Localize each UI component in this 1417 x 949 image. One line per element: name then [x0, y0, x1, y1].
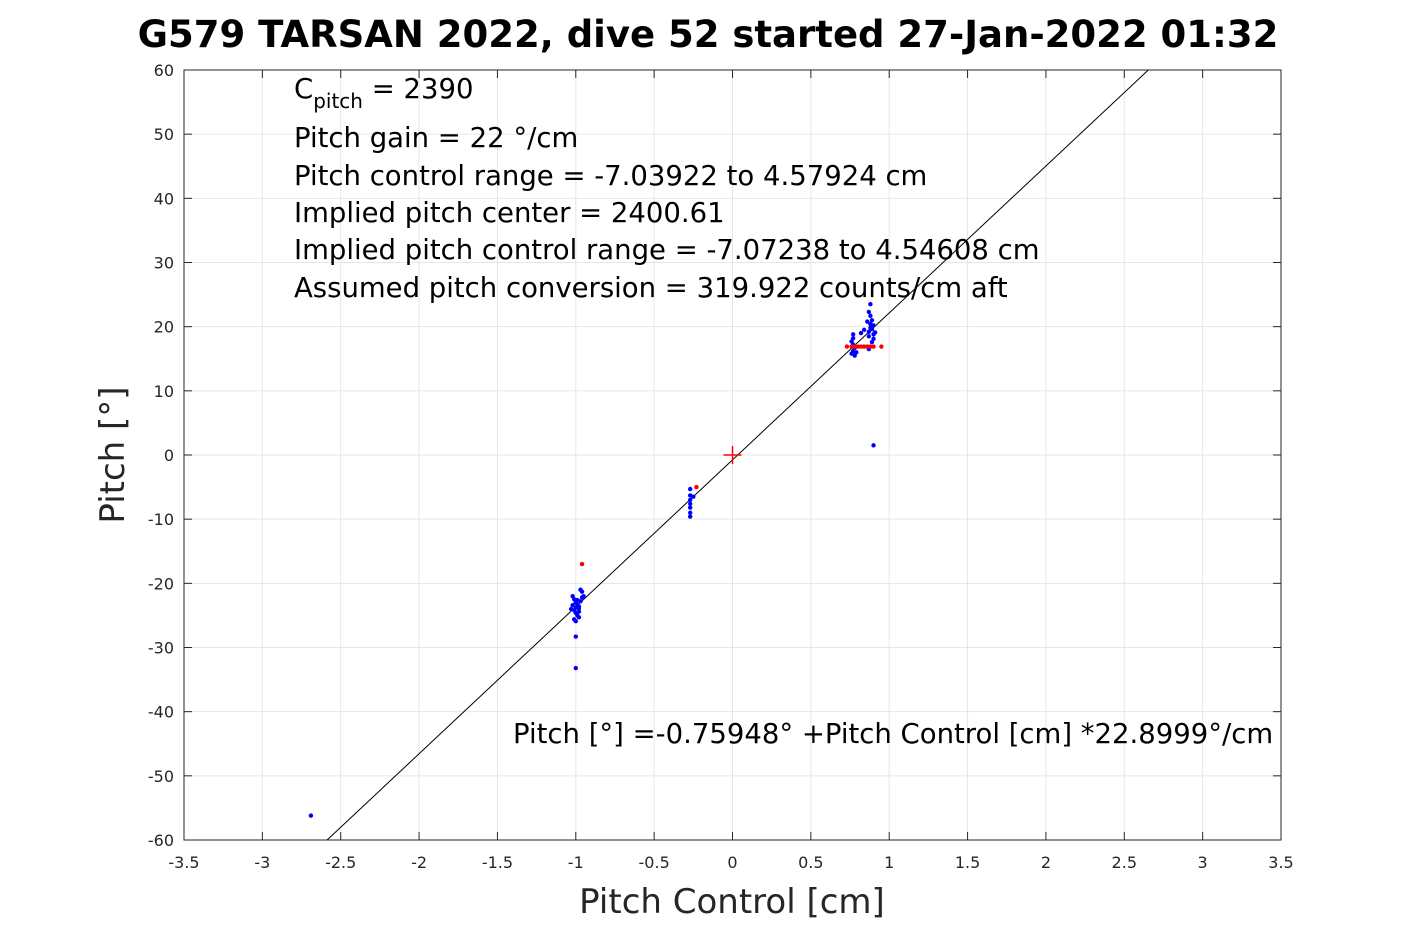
data-point [871, 323, 876, 328]
y-tick-label: 60 [154, 61, 174, 80]
x-tick-label: -1.5 [482, 853, 513, 872]
data-point [868, 313, 873, 318]
data-point [866, 309, 872, 315]
grid [183, 69, 1282, 841]
x-tick-label: 1.5 [955, 853, 980, 872]
data-point [581, 593, 586, 599]
x-axis-label: Pitch Control [cm] [579, 882, 885, 922]
x-tick-label: -1 [568, 853, 584, 872]
data-point [871, 443, 876, 448]
data-point [687, 514, 693, 519]
data-point [852, 344, 857, 349]
y-tick-label: -30 [148, 639, 174, 658]
data-point [866, 334, 872, 339]
data-point [854, 350, 859, 355]
y-tick-label: 50 [154, 125, 174, 144]
y-tick-label: -10 [148, 510, 174, 529]
chart-title: G579 TARSAN 2022, dive 52 started 27-Jan… [138, 13, 1279, 56]
data-point [849, 344, 854, 349]
y-tick-label: -50 [148, 767, 174, 786]
annotation-line: Implied pitch center = 2400.61 [294, 197, 725, 229]
data-point [879, 344, 884, 349]
data-point [576, 615, 582, 620]
data-point [858, 330, 864, 336]
data-point [872, 330, 878, 335]
x-tick-labels: -3.5 -3 -2.5 -2 -1.5 -1 -0.5 0 0.5 1 1.5 2 2.5 3 3.5 [168, 853, 1293, 872]
x-tick-label: 1 [884, 853, 894, 872]
x-tick-label: -0.5 [639, 853, 670, 872]
x-tick-label: -2.5 [325, 853, 356, 872]
fit-equation: Pitch [°] =-0.75948° +Pitch Control [cm]… [513, 718, 1273, 750]
annotation-block: Cpitch = 2390 Pitch gain = 22 °/cm Pitch… [294, 73, 1273, 750]
x-tick-label: 2 [1041, 853, 1051, 872]
y-tick-label: 40 [154, 189, 174, 208]
data-point [687, 505, 693, 510]
y-tick-labels: -60 -50 -40 -30 -20 -10 0 10 20 30 40 50 60 [148, 61, 174, 850]
data-point [850, 336, 856, 341]
data-point [844, 344, 850, 349]
data-point [861, 327, 867, 333]
data-point [573, 634, 578, 639]
y-tick-label: 30 [154, 254, 174, 273]
annotation-line: Pitch gain = 22 °/cm [294, 122, 578, 154]
data-point [865, 319, 870, 324]
data-point [871, 336, 876, 342]
data-point [855, 344, 861, 349]
data-point [570, 602, 575, 608]
data-point [687, 501, 693, 506]
y-tick-label: 20 [154, 318, 174, 337]
x-tick-label: 3 [1198, 853, 1208, 872]
x-tick-label: 0.5 [798, 853, 823, 872]
data-point [687, 497, 693, 503]
data-point [573, 618, 578, 624]
data-point [687, 486, 693, 492]
data-point [579, 561, 585, 567]
data-point [858, 344, 864, 349]
annotation-line: Pitch control range = -7.03922 to 4.5792… [294, 160, 927, 192]
data-point [868, 302, 873, 307]
data-points [308, 302, 884, 818]
data-point [869, 327, 875, 332]
data-point [868, 344, 873, 349]
x-tick-label: -3.5 [168, 853, 199, 872]
c-pitch-subscript: pitch [313, 89, 363, 113]
data-point [576, 606, 582, 611]
annotation-line: Implied pitch control range = -7.07238 t… [294, 234, 1040, 266]
x-tick-label: -2 [411, 853, 427, 872]
c-pitch-annotation: Cpitch = 2390 [294, 73, 473, 113]
axis-ticks [183, 69, 1282, 841]
data-point [687, 510, 693, 515]
annotation-line: Assumed pitch conversion = 319.922 count… [294, 272, 1008, 304]
x-tick-label: 0 [727, 853, 737, 872]
x-tick-label: -3 [254, 853, 270, 872]
data-point [568, 606, 574, 612]
x-tick-label: 3.5 [1268, 853, 1293, 872]
data-point [869, 318, 875, 323]
data-point [871, 344, 876, 349]
y-tick-label: -60 [148, 831, 174, 850]
y-tick-label: -40 [148, 703, 174, 722]
data-point [575, 597, 580, 603]
data-point [576, 609, 582, 614]
data-point [694, 484, 699, 490]
y-tick-label: 0 [164, 446, 174, 465]
y-axis-label: Pitch [°] [93, 386, 133, 523]
y-tick-label: 10 [154, 382, 174, 401]
c-pitch-main: C [294, 73, 313, 105]
center-marker-group [723, 446, 742, 464]
data-point [865, 344, 870, 349]
data-point [691, 494, 696, 499]
x-tick-label: 2.5 [1112, 853, 1137, 872]
data-point [861, 344, 867, 349]
data-point [308, 813, 314, 818]
data-point [578, 587, 583, 592]
data-point [866, 329, 872, 334]
c-pitch-value: = 2390 [363, 73, 474, 105]
y-tick-label: -20 [148, 574, 174, 593]
data-point [573, 665, 578, 671]
data-point [850, 332, 856, 337]
